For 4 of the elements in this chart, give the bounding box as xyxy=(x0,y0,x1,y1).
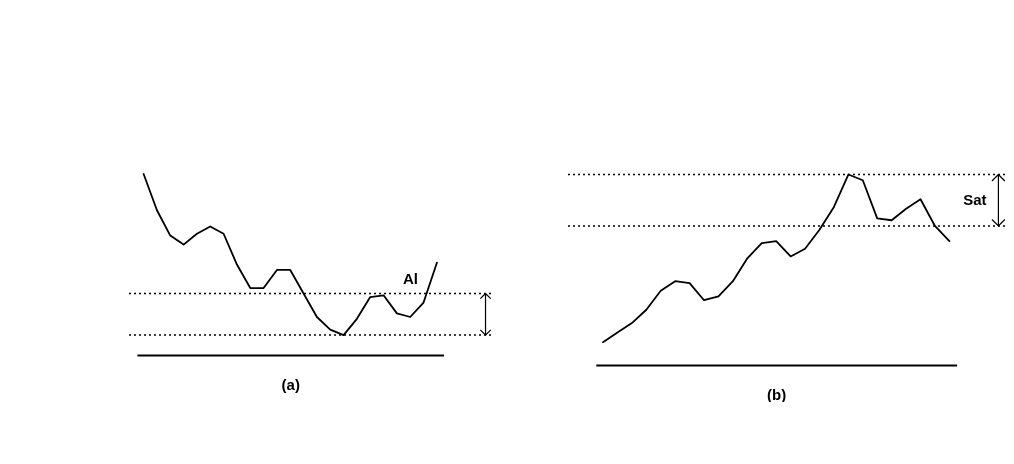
x-axis-title: (a) xyxy=(281,375,300,393)
annotation: Al xyxy=(403,270,418,287)
x-axis-title: (b) xyxy=(767,385,787,403)
text: Sat xyxy=(963,191,987,209)
